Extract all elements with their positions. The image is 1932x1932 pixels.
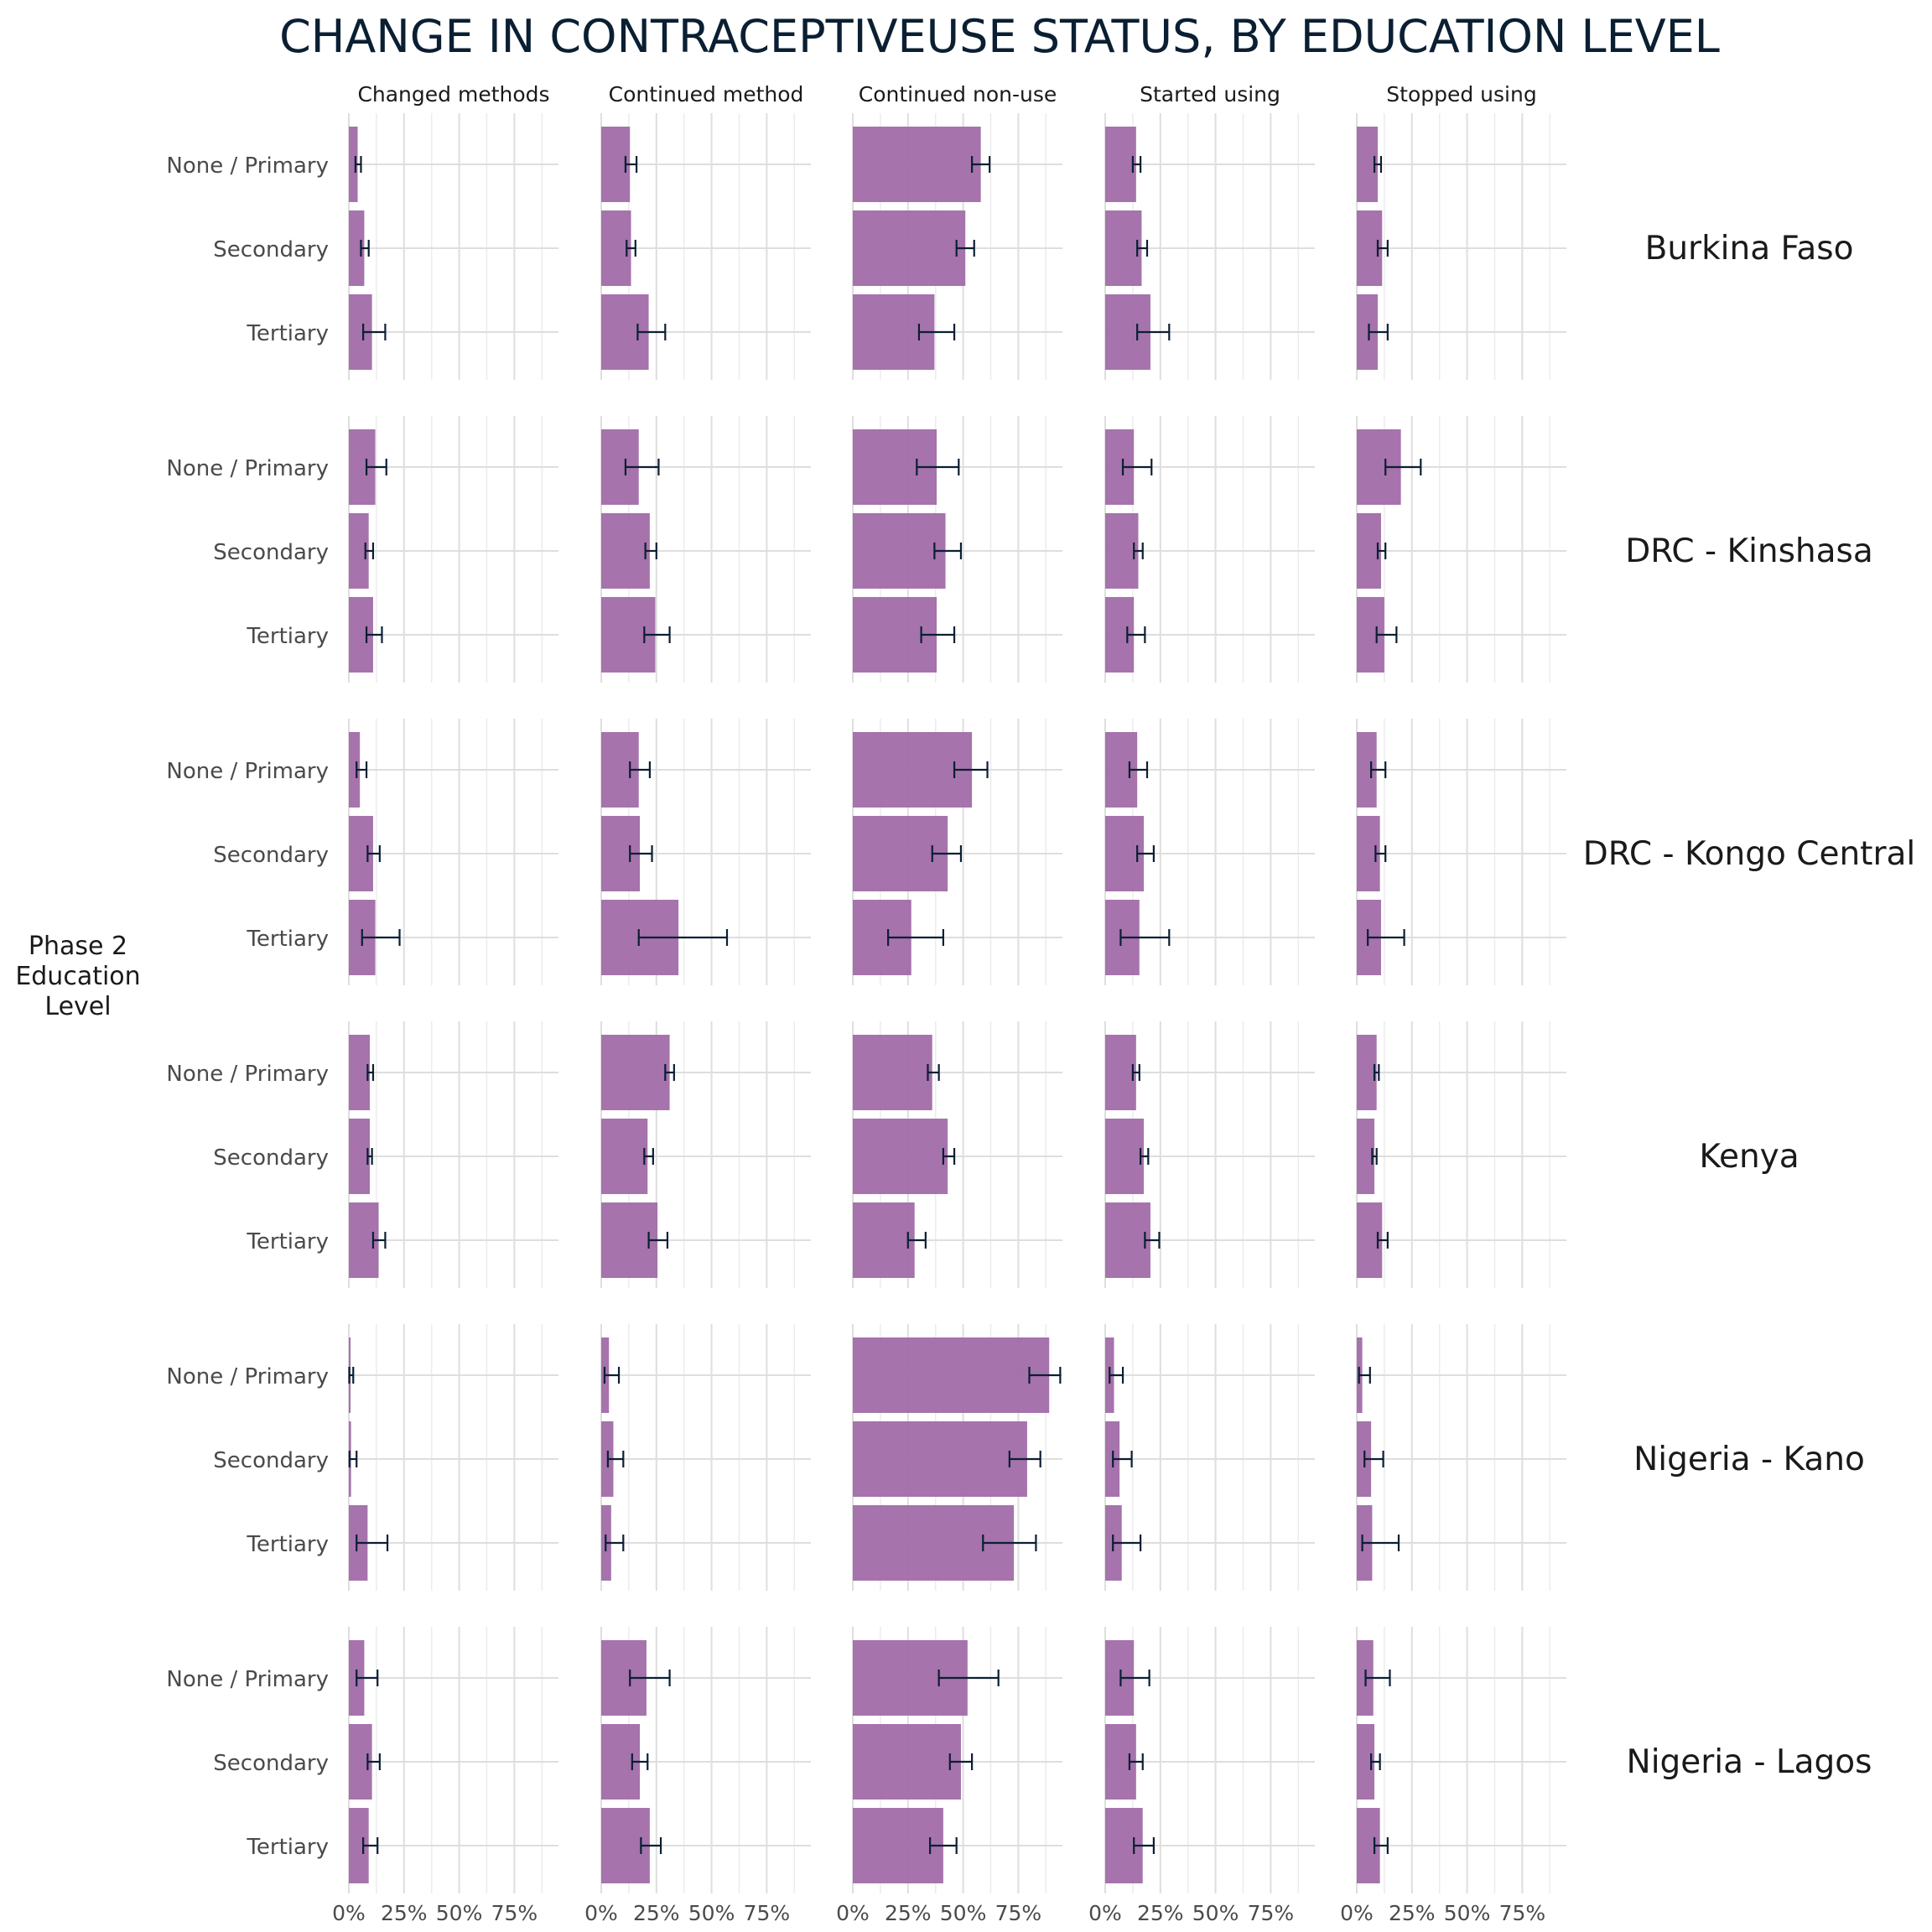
x-tick-label: 25% <box>885 1901 932 1925</box>
category-label: None / Primary <box>166 1062 329 1087</box>
bar <box>1105 1202 1150 1278</box>
bar <box>1357 1035 1377 1110</box>
category-label: Secondary <box>213 843 329 868</box>
x-tick-label: 0% <box>836 1901 870 1925</box>
category-label: None / Primary <box>166 456 329 481</box>
bar <box>1105 1119 1145 1194</box>
bar <box>349 732 361 808</box>
category-label: None / Primary <box>166 1667 329 1692</box>
bar <box>1105 1035 1136 1110</box>
bar <box>601 1119 648 1194</box>
bar <box>1357 1724 1375 1800</box>
category-label: Tertiary <box>246 1229 329 1254</box>
category-label: Tertiary <box>246 321 329 346</box>
bar <box>853 127 981 202</box>
column-strip-label: Started using <box>1140 82 1280 106</box>
bar <box>601 1035 670 1110</box>
x-tick-label: 0% <box>332 1901 366 1925</box>
category-label: Secondary <box>213 540 329 565</box>
bar <box>853 210 966 286</box>
x-tick-label: 50% <box>688 1901 735 1925</box>
x-tick-label: 75% <box>491 1901 538 1925</box>
row-strip-label: Kenya <box>1699 1138 1799 1176</box>
category-label: None / Primary <box>166 1364 329 1389</box>
x-tick-label: 50% <box>1444 1901 1491 1925</box>
bar <box>1105 513 1139 589</box>
plot-area: Changed methods Continued method Continued… <box>166 82 1915 1925</box>
category-label: Secondary <box>213 1751 329 1776</box>
x-tick-label: 75% <box>995 1901 1042 1925</box>
x-tick-label: 50% <box>940 1901 987 1925</box>
bar <box>1105 210 1142 286</box>
bar <box>349 1035 370 1110</box>
category-label: Tertiary <box>246 624 329 649</box>
x-tick-label: 75% <box>744 1901 791 1925</box>
x-tick-label: 50% <box>436 1901 483 1925</box>
bar <box>349 127 358 202</box>
x-tick-label: 25% <box>1389 1901 1436 1925</box>
column-strip-label: Continued non-use <box>859 82 1057 106</box>
category-label: Secondary <box>213 237 329 262</box>
x-tick-label: 25% <box>381 1901 428 1925</box>
row-strip-label: Nigeria - Kano <box>1633 1441 1865 1478</box>
column-strip-label: Stopped using <box>1386 82 1536 106</box>
bar <box>1357 732 1377 808</box>
column-strip-label: Changed methods <box>357 82 549 106</box>
x-tick-label: 50% <box>1192 1901 1239 1925</box>
x-tick-label: 25% <box>633 1901 680 1925</box>
bar <box>853 1724 961 1800</box>
bar <box>853 513 946 589</box>
bar <box>853 1119 948 1194</box>
bar <box>853 1035 932 1110</box>
category-label: None / Primary <box>166 153 329 179</box>
category-label: Tertiary <box>246 927 329 952</box>
category-label: None / Primary <box>166 759 329 784</box>
bar <box>349 1119 370 1194</box>
category-label: Tertiary <box>246 1835 329 1860</box>
bar <box>853 1337 1050 1413</box>
chart-title: CHANGE IN CONTRACEPTIVEUSE STATUS, BY ED… <box>279 10 1720 63</box>
category-label: Secondary <box>213 1145 329 1171</box>
bar <box>349 513 369 589</box>
bar <box>853 1202 915 1278</box>
bar <box>853 732 973 808</box>
row-strip-label: DRC - Kongo Central <box>1583 835 1916 873</box>
x-tick-label: 75% <box>1499 1901 1546 1925</box>
x-tick-label: 0% <box>584 1901 618 1925</box>
row-strip-label: Nigeria - Lagos <box>1627 1743 1872 1781</box>
bar <box>1105 127 1136 202</box>
category-label: Secondary <box>213 1448 329 1473</box>
bar <box>1357 1119 1375 1194</box>
x-tick-label: 25% <box>1137 1901 1184 1925</box>
bar <box>853 1421 1027 1497</box>
category-label: Tertiary <box>246 1532 329 1557</box>
bar <box>349 1808 369 1883</box>
x-tick-label: 0% <box>1340 1901 1374 1925</box>
column-strip-label: Continued method <box>609 82 804 106</box>
x-tick-label: 75% <box>1248 1901 1295 1925</box>
bar <box>601 513 650 589</box>
x-tick-label: 0% <box>1088 1901 1122 1925</box>
row-strip-label: DRC - Kinshasa <box>1625 532 1873 570</box>
row-strip-label: Burkina Faso <box>1645 230 1854 267</box>
y-axis-title: Phase 2 Education Level <box>15 932 140 1021</box>
bar <box>853 1808 943 1883</box>
bar <box>349 210 365 286</box>
